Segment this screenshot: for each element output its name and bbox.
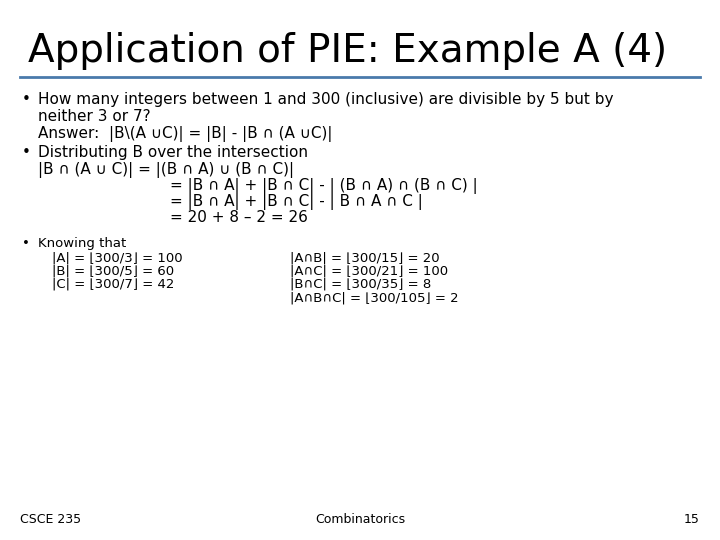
Text: Combinatorics: Combinatorics — [315, 513, 405, 526]
Text: How many integers between 1 and 300 (inclusive) are divisible by 5 but by: How many integers between 1 and 300 (inc… — [38, 92, 613, 107]
Text: neither 3 or 7?: neither 3 or 7? — [38, 109, 150, 124]
Text: |B∩C| = ⌊300/35⌋ = 8: |B∩C| = ⌊300/35⌋ = 8 — [290, 278, 431, 291]
Text: Knowing that: Knowing that — [38, 237, 126, 250]
Text: |A∩B| = ⌊300/15⌋ = 20: |A∩B| = ⌊300/15⌋ = 20 — [290, 251, 440, 264]
Text: 15: 15 — [684, 513, 700, 526]
Text: |B| = ⌊300/5⌋ = 60: |B| = ⌊300/5⌋ = 60 — [52, 265, 174, 278]
Text: = |B ∩ A| + |B ∩ C| - | B ∩ A ∩ C |: = |B ∩ A| + |B ∩ C| - | B ∩ A ∩ C | — [170, 194, 423, 210]
Text: Distributing B over the intersection: Distributing B over the intersection — [38, 145, 308, 160]
Text: |A∩C| = ⌊300/21⌋ = 100: |A∩C| = ⌊300/21⌋ = 100 — [290, 265, 448, 278]
Text: Answer:  |B\(A ∪C)| = |B| - |B ∩ (A ∪C)|: Answer: |B\(A ∪C)| = |B| - |B ∩ (A ∪C)| — [38, 126, 333, 142]
Text: = |B ∩ A| + |B ∩ C| - | (B ∩ A) ∩ (B ∩ C) |: = |B ∩ A| + |B ∩ C| - | (B ∩ A) ∩ (B ∩ C… — [170, 178, 478, 194]
Text: •: • — [22, 145, 31, 160]
Text: = 20 + 8 – 2 = 26: = 20 + 8 – 2 = 26 — [170, 210, 308, 225]
Text: CSCE 235: CSCE 235 — [20, 513, 81, 526]
Text: |A| = ⌊300/3⌋ = 100: |A| = ⌊300/3⌋ = 100 — [52, 251, 183, 264]
Text: |B ∩ (A ∪ C)| = |(B ∩ A) ∪ (B ∩ C)|: |B ∩ (A ∪ C)| = |(B ∩ A) ∪ (B ∩ C)| — [38, 162, 294, 178]
Text: |C| = ⌊300/7⌋ = 42: |C| = ⌊300/7⌋ = 42 — [52, 278, 174, 291]
Text: •: • — [22, 237, 30, 250]
Text: |A∩B∩C| = ⌊300/105⌋ = 2: |A∩B∩C| = ⌊300/105⌋ = 2 — [290, 292, 459, 305]
Text: Application of PIE: Example A (4): Application of PIE: Example A (4) — [28, 32, 667, 70]
Text: •: • — [22, 92, 31, 107]
